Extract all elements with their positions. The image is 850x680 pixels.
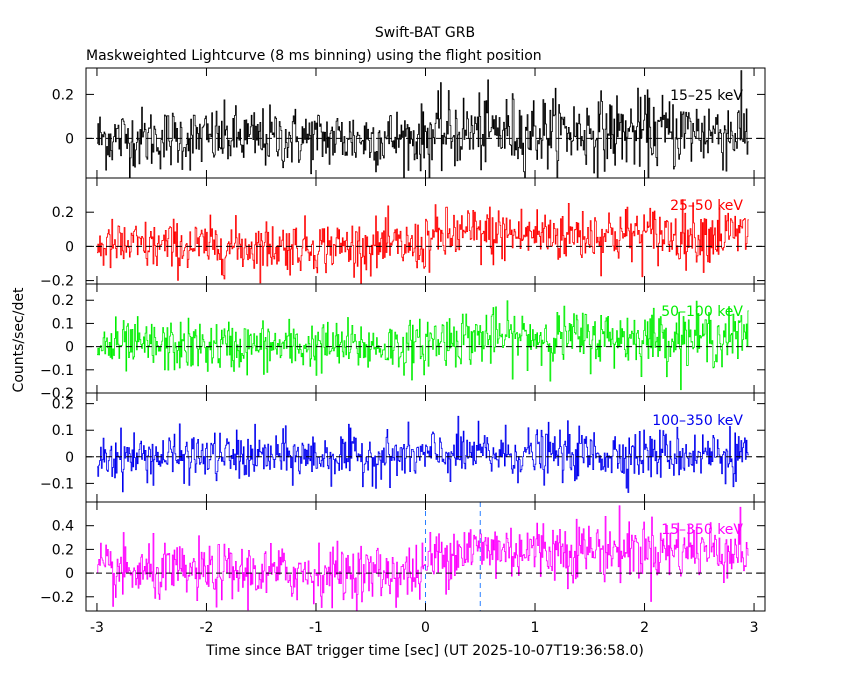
x-tick-label: 1 (531, 620, 540, 636)
panel-2: −0.2 −0.1 0 0.1 0.2 50–100 keV (40, 283, 766, 402)
band-label: 50–100 keV (661, 304, 743, 320)
band-label: 100–350 keV (652, 413, 743, 429)
y-tick-label: −0.1 (40, 363, 74, 379)
series-line (97, 415, 749, 493)
panel-frame (85, 67, 766, 179)
y-tick-label: 0 (65, 131, 74, 147)
x-tick-label: -1 (309, 620, 323, 636)
panels-group: 00.2 15–25 keV−0.200.2 25–50 keV−0.2−0.100… (40, 67, 766, 612)
x-axis-label: Time since BAT trigger time [sec] (UT 20… (205, 643, 644, 659)
y-tick-label: 0 (65, 340, 74, 356)
y-tick-label: −0.2 (40, 386, 74, 402)
chart-title: Swift-BAT GRB (375, 25, 475, 41)
panel-0: 0 0.2 15–25 keV (52, 67, 766, 179)
y-tick-label: −0.2 (40, 590, 74, 606)
y-axis-label: Counts/sec/det (11, 287, 27, 392)
chart-subtitle: Maskweighted Lightcurve (8 ms binning) u… (86, 48, 542, 64)
y-tick-label: 0 (65, 566, 74, 582)
y-tick-label: 0.2 (52, 293, 74, 309)
y-tick-label: −0.2 (40, 274, 74, 290)
x-tick-label: -3 (90, 620, 104, 636)
x-tick-label: -2 (199, 620, 213, 636)
band-label: 25–50 keV (670, 198, 743, 214)
x-tick-label: 2 (640, 620, 649, 636)
series-line (97, 199, 749, 284)
y-tick-label: 0.4 (52, 519, 74, 535)
panel-4: −0.2 0 0.2 0.4 15–350 keV (40, 501, 766, 612)
y-tick-label: 0 (65, 450, 74, 466)
y-tick-label: 0 (65, 239, 74, 255)
series-line (97, 505, 749, 611)
band-label: 15–25 keV (670, 88, 743, 104)
panel-1: −0.2 0 0.2 25–50 keV (40, 177, 766, 290)
x-tick-label: 3 (750, 620, 759, 636)
series-line (97, 70, 749, 178)
y-tick-label: 0.2 (52, 87, 74, 103)
x-tick-label: 0 (421, 620, 430, 636)
band-label: 15–350 keV (661, 522, 743, 538)
series-line (97, 300, 749, 391)
x-tick-labels: -3 -2 -1 0 1 2 3 (90, 620, 759, 636)
y-tick-label: 0.2 (52, 205, 74, 221)
panel-3: −0.1 0 0.1 0.2 100–350 keV (40, 392, 766, 503)
y-tick-label: 0.1 (52, 316, 74, 332)
y-tick-label: 0.2 (52, 542, 74, 558)
y-tick-label: 0.2 (52, 397, 74, 413)
y-tick-label: 0.1 (52, 423, 74, 439)
y-tick-label: −0.1 (40, 476, 74, 492)
